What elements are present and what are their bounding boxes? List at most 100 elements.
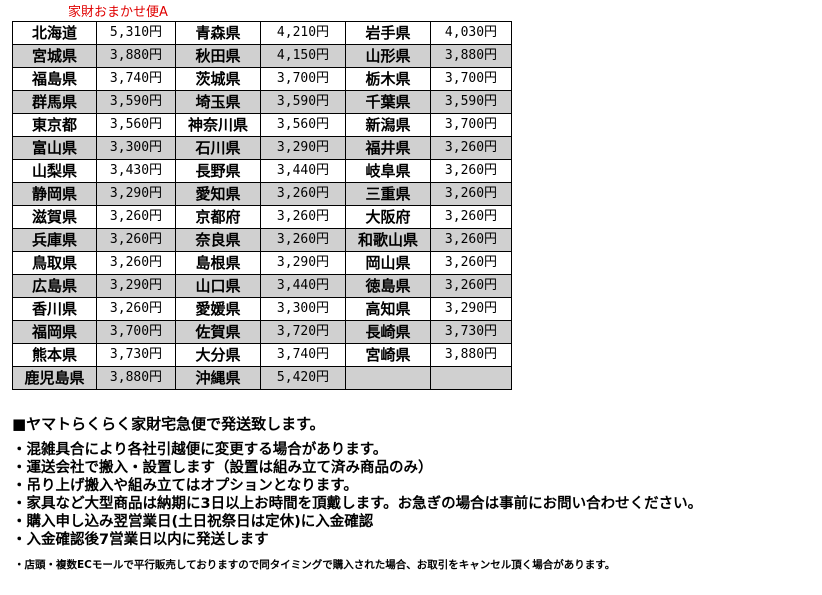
prefecture-cell: 愛媛県	[175, 297, 261, 321]
table-row: 宮城県 3,880円 秋田県 4,150円 山形県 3,880円	[12, 44, 512, 68]
prefecture-cell: 静岡県	[12, 182, 97, 206]
price-cell: 3,260円	[430, 159, 512, 183]
prefecture-cell: 沖縄県	[175, 366, 261, 390]
note-item: ・混雑具合により各社引越便に変更する場合があります。	[12, 442, 388, 458]
price-cell: 3,740円	[96, 67, 176, 91]
table-row: 福岡県 3,700円 佐賀県 3,720円 長崎県 3,730円	[12, 320, 512, 344]
prefecture-cell: 島根県	[175, 251, 261, 275]
price-cell	[430, 366, 512, 390]
notes-list: ・混雑具合により各社引越便に変更する場合があります。 ・運送会社で搬入・設置します…	[12, 441, 702, 549]
table-row: 富山県 3,300円 石川県 3,290円 福井県 3,260円	[12, 136, 512, 160]
prefecture-cell: 鹿児島県	[12, 366, 97, 390]
prefecture-cell: 大阪府	[345, 205, 431, 229]
price-cell: 3,260円	[96, 228, 176, 252]
prefecture-cell: 北海道	[12, 21, 97, 45]
prefecture-cell: 和歌山県	[345, 228, 431, 252]
price-cell: 3,880円	[430, 44, 512, 68]
table-row: 広島県 3,290円 山口県 3,440円 徳島県 3,260円	[12, 274, 512, 298]
prefecture-cell: 岡山県	[345, 251, 431, 275]
price-cell: 3,260円	[96, 251, 176, 275]
table-row: 北海道 5,310円 青森県 4,210円 岩手県 4,030円	[12, 21, 512, 45]
price-cell: 3,590円	[430, 90, 512, 114]
price-cell: 3,290円	[260, 251, 346, 275]
price-cell: 4,030円	[430, 21, 512, 45]
notes-footer: ・店頭・複数ECモールで平行販売しておりますので同タイミングで購入された場合、お…	[14, 559, 616, 571]
price-cell: 3,700円	[430, 113, 512, 137]
prefecture-cell: 長崎県	[345, 320, 431, 344]
prefecture-cell: 山口県	[175, 274, 261, 298]
price-cell: 3,740円	[260, 343, 346, 367]
price-cell: 3,290円	[260, 136, 346, 160]
price-cell: 3,440円	[260, 274, 346, 298]
table-row: 香川県 3,260円 愛媛県 3,300円 高知県 3,290円	[12, 297, 512, 321]
notes-heading: ■ヤマトらくらく家財宅急便で発送致します。	[12, 415, 325, 433]
shipping-notes: ■ヤマトらくらく家財宅急便で発送致します。 ・混雑具合により各社引越便に変更する…	[12, 414, 702, 549]
price-cell: 3,730円	[96, 343, 176, 367]
price-cell: 4,150円	[260, 44, 346, 68]
price-cell: 3,700円	[96, 320, 176, 344]
price-cell: 3,700円	[260, 67, 346, 91]
price-cell: 3,300円	[96, 136, 176, 160]
prefecture-cell: 高知県	[345, 297, 431, 321]
price-cell: 3,700円	[430, 67, 512, 91]
note-item: ・入金確認後7営業日以内に発送します	[12, 532, 269, 548]
price-cell: 3,260円	[430, 228, 512, 252]
prefecture-cell: 東京都	[12, 113, 97, 137]
price-cell: 3,260円	[430, 205, 512, 229]
price-cell: 3,560円	[260, 113, 346, 137]
prefecture-cell: 千葉県	[345, 90, 431, 114]
prefecture-cell: 宮崎県	[345, 343, 431, 367]
prefecture-cell: 兵庫県	[12, 228, 97, 252]
prefecture-cell	[345, 366, 431, 390]
price-cell: 3,440円	[260, 159, 346, 183]
price-cell: 3,260円	[96, 205, 176, 229]
prefecture-cell: 香川県	[12, 297, 97, 321]
prefecture-cell: 愛知県	[175, 182, 261, 206]
prefecture-cell: 埼玉県	[175, 90, 261, 114]
table-row: 鹿児島県 3,880円 沖縄県 5,420円	[12, 366, 512, 390]
table-caption: 家財おまかせ便A	[68, 5, 168, 20]
price-cell: 5,420円	[260, 366, 346, 390]
table-row: 東京都 3,560円 神奈川県 3,560円 新潟県 3,700円	[12, 113, 512, 137]
prefecture-cell: 徳島県	[345, 274, 431, 298]
table-row: 鳥取県 3,260円 島根県 3,290円 岡山県 3,260円	[12, 251, 512, 275]
price-cell: 3,730円	[430, 320, 512, 344]
table-row: 山梨県 3,430円 長野県 3,440円 岐阜県 3,260円	[12, 159, 512, 183]
price-cell: 3,260円	[430, 182, 512, 206]
prefecture-cell: 山形県	[345, 44, 431, 68]
note-item: ・家具など大型商品は納期に3日以上お時間を頂戴します。お急ぎの場合は事前にお問い…	[12, 496, 703, 512]
prefecture-cell: 宮城県	[12, 44, 97, 68]
table-row: 福島県 3,740円 茨城県 3,700円 栃木県 3,700円	[12, 67, 512, 91]
price-cell: 3,260円	[430, 251, 512, 275]
price-cell: 3,590円	[96, 90, 176, 114]
prefecture-cell: 福島県	[12, 67, 97, 91]
price-cell: 3,880円	[96, 44, 176, 68]
price-cell: 3,720円	[260, 320, 346, 344]
table-row: 静岡県 3,290円 愛知県 3,260円 三重県 3,260円	[12, 182, 512, 206]
price-cell: 3,880円	[96, 366, 176, 390]
prefecture-cell: 滋賀県	[12, 205, 97, 229]
table-row: 滋賀県 3,260円 京都府 3,260円 大阪府 3,260円	[12, 205, 512, 229]
prefecture-cell: 岐阜県	[345, 159, 431, 183]
price-cell: 3,260円	[260, 205, 346, 229]
prefecture-cell: 茨城県	[175, 67, 261, 91]
price-cell: 3,290円	[96, 182, 176, 206]
prefecture-cell: 青森県	[175, 21, 261, 45]
prefecture-cell: 山梨県	[12, 159, 97, 183]
price-cell: 3,260円	[430, 274, 512, 298]
note-item: ・吊り上げ搬入や組み立てはオプションとなります。	[12, 478, 358, 494]
price-cell: 3,590円	[260, 90, 346, 114]
price-cell: 3,430円	[96, 159, 176, 183]
prefecture-cell: 秋田県	[175, 44, 261, 68]
price-cell: 5,310円	[96, 21, 176, 45]
table-row: 熊本県 3,730円 大分県 3,740円 宮崎県 3,880円	[12, 343, 512, 367]
price-cell: 3,290円	[96, 274, 176, 298]
price-cell: 3,260円	[260, 228, 346, 252]
prefecture-cell: 新潟県	[345, 113, 431, 137]
price-cell: 3,560円	[96, 113, 176, 137]
table-row: 群馬県 3,590円 埼玉県 3,590円 千葉県 3,590円	[12, 90, 512, 114]
prefecture-cell: 大分県	[175, 343, 261, 367]
prefecture-cell: 神奈川県	[175, 113, 261, 137]
prefecture-cell: 三重県	[345, 182, 431, 206]
price-cell: 3,880円	[430, 343, 512, 367]
